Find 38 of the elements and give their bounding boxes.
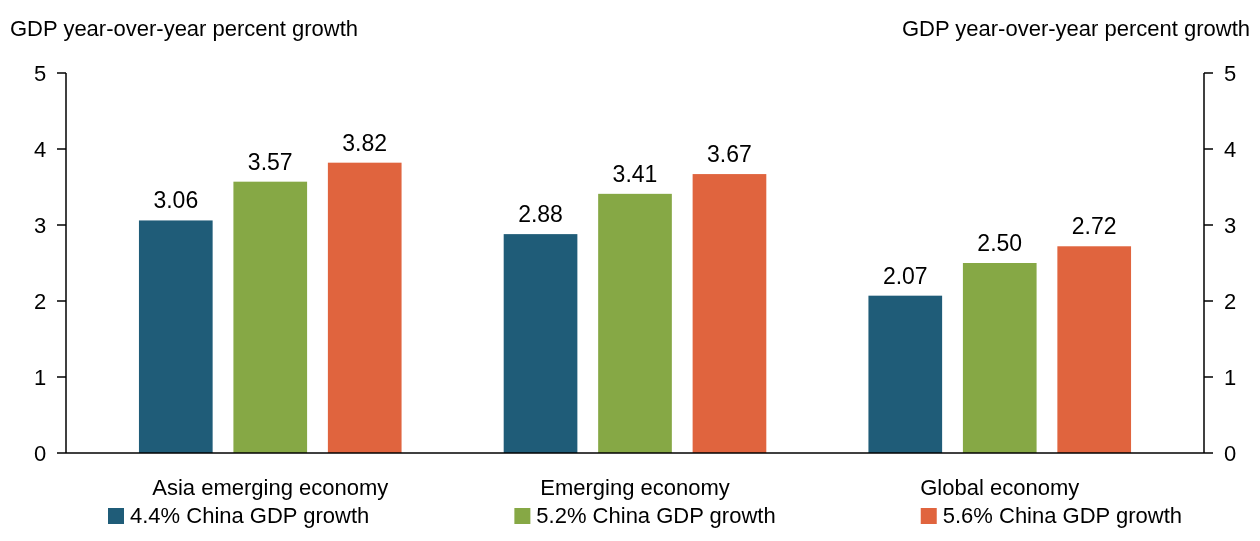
data-label: 2.07: [882, 262, 928, 289]
y-axis-title: GDP year-over-year percent growth: [10, 16, 359, 41]
data-label: 3.67: [707, 141, 752, 168]
bar: [138, 220, 213, 453]
y2-tick-label: 5: [1223, 60, 1237, 86]
legend-label: 5.2% China GDP growth: [536, 503, 776, 528]
bar: [962, 263, 1037, 453]
data-label: 3.82: [342, 129, 388, 156]
bar: [327, 162, 402, 453]
bar: [868, 295, 943, 453]
x-tick-label: Asia emerging economy: [152, 475, 389, 500]
y-tick-label: 2: [33, 288, 47, 314]
y-tick-label: 3: [33, 212, 47, 238]
y2-tick-label: 1: [1223, 364, 1237, 390]
x-tick-label: Emerging economy: [540, 475, 730, 500]
y2-tick-label: 0: [1223, 440, 1237, 466]
x-tick-label: Global economy: [920, 475, 1080, 500]
bar: [598, 193, 672, 453]
data-label: 2.88: [518, 201, 563, 228]
y2-tick-label: 3: [1223, 212, 1237, 238]
legend-label: 4.4% China GDP growth: [130, 503, 370, 528]
bar: [692, 174, 767, 453]
bar: [233, 181, 308, 453]
y2-tick-label: 4: [1223, 136, 1237, 162]
bar: [503, 234, 578, 453]
data-label: 2.50: [977, 230, 1023, 256]
y-tick-label: 4: [33, 136, 47, 162]
legend-label: 5.6% China GDP growth: [942, 503, 1183, 528]
data-label: 2.72: [1071, 213, 1117, 240]
y-tick-label: 1: [33, 364, 47, 390]
y2-axis-title: GDP year-over-year percent growth: [901, 16, 1250, 41]
y-tick-label: 0: [33, 440, 47, 466]
data-label: 3.41: [612, 160, 658, 187]
data-label: 3.57: [247, 148, 293, 175]
y-tick-label: 5: [33, 60, 47, 86]
y2-tick-label: 2: [1223, 288, 1237, 314]
bar: [1057, 246, 1132, 453]
data-label: 3.06: [153, 187, 199, 214]
